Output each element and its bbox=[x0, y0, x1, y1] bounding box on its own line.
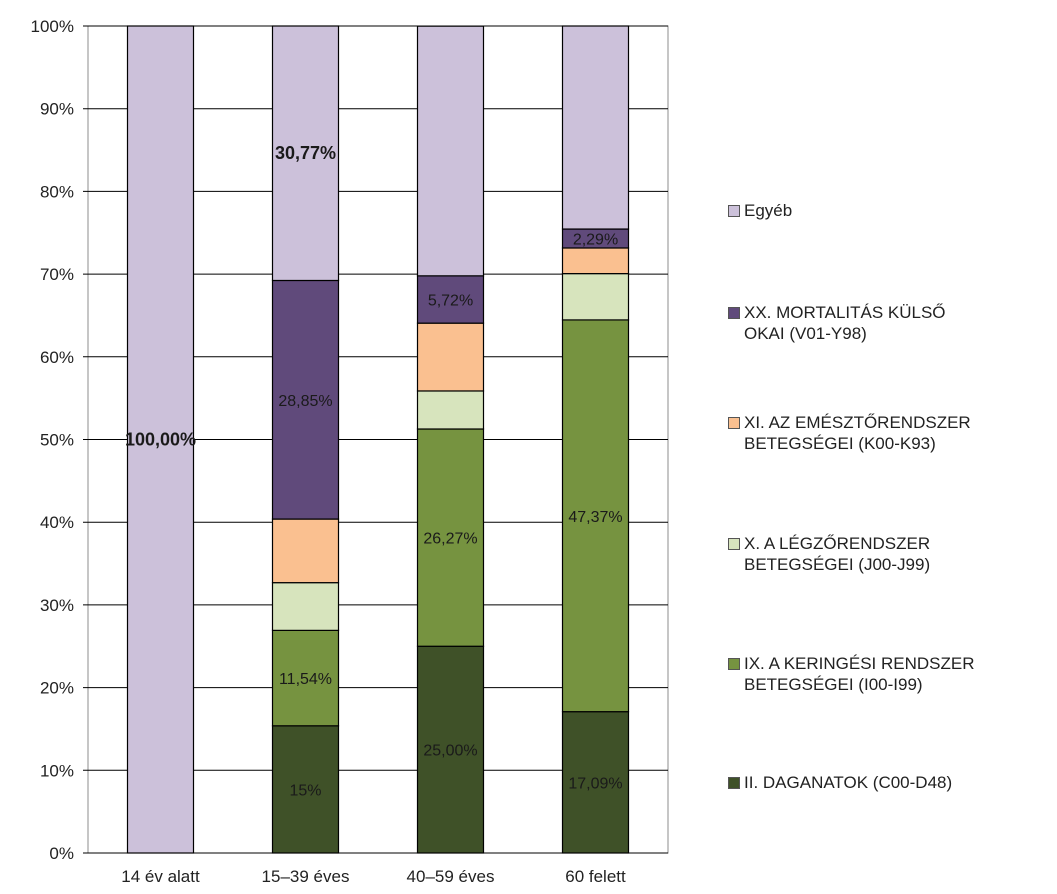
data-label: 2,29% bbox=[573, 231, 618, 248]
x-category-label: 15–39 éves bbox=[262, 867, 350, 886]
legend-label-kulso-okai: XX. MORTALITÁS KÜLSŐ OKAI (V01-Y98) bbox=[744, 303, 946, 343]
data-label: 15% bbox=[289, 782, 321, 799]
legend-item-keringesi: IX. A KERINGÉSI RENDSZER BETEGSÉGEI (I00… bbox=[728, 653, 1057, 695]
data-label: 100,00% bbox=[125, 430, 196, 450]
bar-egy-b-1 bbox=[271, 25, 340, 282]
legend-item-emesztorendszer: XI. AZ EMÉSZTŐRENDSZER BETEGSÉGEI (K00-K… bbox=[728, 412, 1057, 454]
data-label: 30,77% bbox=[275, 143, 336, 163]
legend-swatch-keringesi bbox=[728, 658, 740, 670]
data-label: 26,27% bbox=[423, 531, 477, 548]
stacked-bar-chart: 0% 10% 20% 30% 40% 50% 60% 70% 80% 90% 100% 14 év a… bbox=[31, 17, 669, 886]
legend-label-keringesi: IX. A KERINGÉSI RENDSZER BETEGSÉGEI (I00… bbox=[744, 654, 975, 694]
bar-ix-a-kering-si-rendszer-betegs-gei-i00-i99-3 bbox=[561, 319, 630, 713]
bar-x-a-l-gz-rendszer-betegs-gei-j00-j99-2 bbox=[416, 390, 485, 430]
y-tick-label: 70% bbox=[40, 265, 74, 284]
data-label: 47,37% bbox=[568, 509, 622, 526]
legend-label-legzorendszer: X. A LÉGZŐRENDSZER BETEGSÉGEI (J00-J99) bbox=[744, 534, 931, 574]
bar-ix-a-kering-si-rendszer-betegs-gei-i00-i99-1 bbox=[271, 629, 340, 727]
y-tick-label: 0% bbox=[49, 844, 74, 863]
legend-swatch-emesztorendszer bbox=[728, 417, 740, 429]
y-tick-label: 10% bbox=[40, 761, 74, 780]
data-label: 17,09% bbox=[568, 775, 622, 792]
legend: Egyéb XX. MORTALITÁS KÜLSŐ OKAI (V01-Y98… bbox=[728, 0, 1057, 894]
y-tick-label: 100% bbox=[31, 17, 74, 36]
bar-ii-daganatok-c00-d48-3 bbox=[561, 711, 630, 854]
x-category-label: 40–59 éves bbox=[407, 867, 495, 886]
bar-xi-az-em-szt-rendszer-betegs-gei-k00-k93-2 bbox=[416, 322, 485, 392]
y-tick-label: 90% bbox=[40, 100, 74, 119]
data-label: 11,54% bbox=[279, 671, 332, 688]
bar-egy-b-2 bbox=[416, 25, 485, 277]
bar-egy-b-0 bbox=[126, 25, 195, 854]
legend-item-legzorendszer: X. A LÉGZŐRENDSZER BETEGSÉGEI (J00-J99) bbox=[728, 533, 1057, 575]
y-tick-label: 80% bbox=[40, 182, 74, 201]
bar-x-a-l-gz-rendszer-betegs-gei-j00-j99-1 bbox=[271, 582, 340, 631]
x-category-label: 14 év alatt bbox=[121, 867, 200, 886]
y-tick-label: 20% bbox=[40, 679, 74, 698]
legend-label-egyeb: Egyéb bbox=[744, 201, 793, 220]
bar-egy-b-3 bbox=[561, 25, 630, 230]
legend-swatch-legzorendszer bbox=[728, 538, 740, 550]
y-tick-label: 30% bbox=[40, 596, 74, 615]
y-tick-label: 60% bbox=[40, 348, 74, 367]
bar-xi-az-em-szt-rendszer-betegs-gei-k00-k93-1 bbox=[271, 518, 340, 584]
legend-swatch-egyeb bbox=[728, 205, 740, 217]
legend-label-emesztorendszer: XI. AZ EMÉSZTŐRENDSZER BETEGSÉGEI (K00-K… bbox=[744, 413, 971, 453]
legend-swatch-kulso-okai bbox=[728, 307, 740, 319]
legend-item-daganatok: II. DAGANATOK (C00-D48) bbox=[728, 772, 1057, 793]
bar-xx-mortalit-s-k-ls-okai-v01-y98-1 bbox=[271, 279, 340, 520]
legend-label-daganatok: II. DAGANATOK (C00-D48) bbox=[744, 773, 953, 792]
legend-swatch-daganatok bbox=[728, 777, 740, 789]
data-label: 5,72% bbox=[428, 292, 473, 309]
bar-x-a-l-gz-rendszer-betegs-gei-j00-j99-3 bbox=[561, 273, 630, 321]
bar-ii-daganatok-c00-d48-1 bbox=[271, 725, 340, 854]
y-tick-label: 50% bbox=[40, 431, 74, 450]
data-label: 25,00% bbox=[423, 743, 477, 760]
data-label: 28,85% bbox=[278, 393, 332, 410]
x-category-label: 60 felett bbox=[565, 867, 626, 886]
legend-item-egyeb: Egyéb bbox=[728, 200, 1057, 221]
y-tick-label: 40% bbox=[40, 513, 74, 532]
bar-xi-az-em-szt-rendszer-betegs-gei-k00-k93-3 bbox=[561, 247, 630, 275]
bar-ix-a-kering-si-rendszer-betegs-gei-i00-i99-2 bbox=[416, 428, 485, 647]
legend-item-kulso-okai: XX. MORTALITÁS KÜLSŐ OKAI (V01-Y98) bbox=[728, 302, 1057, 344]
